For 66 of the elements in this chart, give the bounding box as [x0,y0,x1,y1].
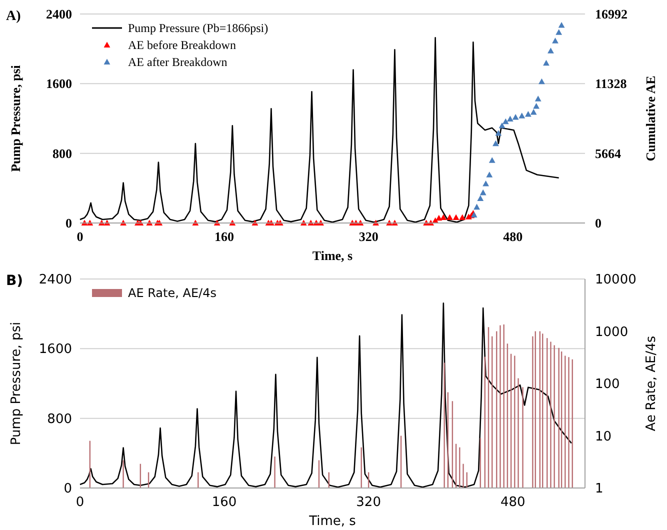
y-tick-label: 1600 [38,342,72,358]
chart-title: B) [6,273,24,289]
legend-label: AE Rate, AE/4s [128,286,216,300]
point [492,140,499,146]
y-tick-label: 800 [47,412,72,427]
y-tick-label: 2400 [46,6,72,22]
point [518,112,526,118]
point [543,60,550,66]
x-tick-label: 160 [214,229,234,244]
y2-tick-label: 100 [595,377,620,392]
point [534,96,542,102]
point [548,48,554,54]
point [538,78,545,84]
y2-tick-label: 16992 [595,6,628,22]
point [533,102,540,109]
y-axis-title: Pump Pressure, psi [9,322,24,446]
y2-tick-label: 0 [595,216,602,231]
y-tick-label: 2400 [38,272,72,288]
point [436,214,442,221]
point [530,109,537,115]
legend-label: Pump Pressure (Pb=1866psi) [128,21,268,36]
point [556,29,562,35]
legend-label: AE before Breakdown [128,38,236,52]
y-tick-label: 800 [52,146,72,161]
point [474,204,480,210]
point [477,195,484,201]
point [558,22,565,28]
x-tick-label: 160 [212,495,237,510]
line-series [79,302,572,488]
y-tick-label: 0 [66,216,72,231]
x-tick-label: 480 [500,495,526,510]
y2-axis-title: Cumulative AE [643,76,658,162]
point [495,130,502,136]
point [446,214,453,220]
point [552,38,558,44]
point [486,172,493,178]
point [512,114,519,120]
point [452,214,460,220]
x-axis-title: Time, s [312,248,353,263]
x-tick-label: 480 [503,229,523,244]
y-axis-title: Pump Pressure, psi [8,64,23,172]
x-tick-label: 0 [76,229,84,244]
y2-tick-label: 10000 [595,272,636,288]
point [498,122,506,128]
y2-axis-title: Ae Rate, AE/4s [644,336,659,432]
point [488,157,496,163]
x-axis-title: Time, s [308,514,356,529]
point [440,214,447,220]
point [502,118,509,124]
y-tick-label: 1600 [46,76,72,92]
x-tick-label: 0 [76,495,84,510]
y2-tick-label: 1 [595,482,604,497]
y2-tick-label: 5664 [595,146,622,161]
x-tick-label: 320 [358,229,378,244]
chart-title: A) [6,9,22,24]
y2-tick-label: 11328 [595,76,628,92]
point [524,110,532,117]
point [482,180,490,186]
point [459,214,466,220]
y2-tick-label: 1000 [595,324,628,340]
x-tick-label: 320 [356,495,381,510]
legend-label: AE after Breakdown [128,55,228,70]
y2-tick-label: 10 [595,429,612,444]
point [506,116,514,122]
y-tick-label: 0 [64,482,72,497]
point [480,189,486,196]
